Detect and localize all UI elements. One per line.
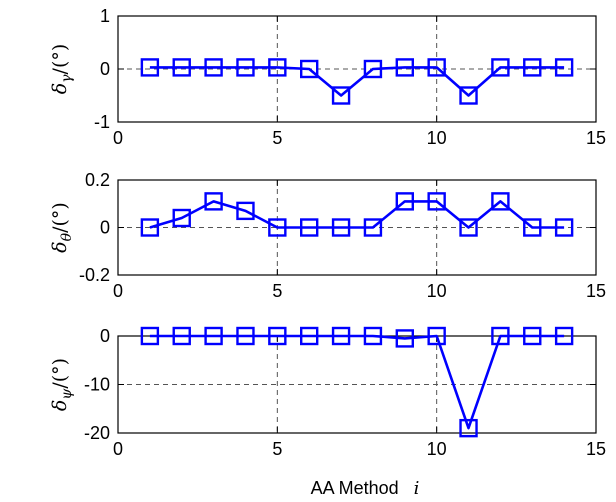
data-point-marker [363,218,383,237]
data-point-marker [268,326,287,346]
data-point-marker [300,218,319,237]
data-point-marker [331,86,351,105]
data-point-marker [491,326,510,346]
x-tick-label: 10 [427,281,447,301]
series-line [149,334,565,430]
x-tick-label: 15 [586,128,606,148]
data-point-marker [268,218,287,237]
data-point-marker [172,326,191,346]
data-point-marker [395,192,414,211]
data-point-marker [427,326,446,346]
data-point-marker [523,58,542,77]
y-axis-label-unit: /(°) [49,44,71,75]
y-tick-label: 0.2 [85,170,110,190]
x-axis-label-text: AA Method [311,478,399,498]
y-axis-label-subscript: γ [59,74,75,83]
data-point-marker [554,326,574,346]
data-point-marker [491,192,510,211]
y-axis-label-subscript: ψ [59,388,75,400]
data-point-marker [172,208,191,228]
y-axis-label-symbol: δ [49,400,71,411]
series-line [149,200,565,229]
y-axis-label-unit: /(°) [49,358,71,389]
data-point-marker [331,218,351,237]
data-point-marker [204,192,223,211]
data-point-marker [523,218,542,237]
x-axis-label: AA Method i [311,478,420,499]
data-point-marker [300,59,319,79]
y-axis-label-symbol: δ [49,241,71,252]
y-tick-label: -10 [84,375,110,395]
data-point-marker [236,58,255,77]
series-line [149,66,565,97]
subplot-3: 0 5 10 15 -20 -10 0 δψ/(°) [49,326,606,459]
y-tick-label: -0.2 [79,265,110,285]
y-axis-label: δθ/(°) [49,202,75,253]
subplot-2: 0 5 10 15-0.200.2δθ/(°) [49,170,606,301]
data-point-marker [268,58,287,77]
y-axis-label-subscript: θ [59,232,75,241]
data-point-marker [523,326,542,346]
y-axis-label: δγ/(°) [49,44,75,95]
x-tick-label: 15 [586,281,606,301]
data-point-marker [300,326,319,346]
data-point-marker [204,58,223,77]
data-point-marker [140,58,160,77]
data-point-marker [140,218,160,237]
y-axis-label: δψ/(°) [49,358,75,411]
data-point-marker [554,58,574,77]
x-axis-label-variable: i [414,478,420,499]
x-tick-label: 5 [272,281,282,301]
data-point-marker [459,218,478,237]
x-tick-label: 0 [113,439,123,459]
data-point-marker [204,326,223,346]
x-tick-label: 10 [427,439,447,459]
data-point-marker [236,326,255,346]
data-point-marker [363,59,383,79]
y-tick-label: 1 [100,6,110,26]
data-point-marker [140,326,160,346]
data-point-marker [491,58,510,77]
data-point-marker [427,58,446,77]
data-point-marker [459,418,478,438]
x-tick-label: 5 [272,439,282,459]
data-point-marker [395,329,414,348]
y-tick-label: -20 [84,423,110,443]
x-tick-label: 0 [113,281,123,301]
data-point-marker [554,218,574,237]
data-point-marker [427,192,446,211]
data-point-marker [363,326,383,346]
y-tick-label: 0 [100,326,110,346]
data-point-marker [236,201,255,221]
y-tick-label: 0 [100,218,110,238]
x-tick-label: 10 [427,128,447,148]
data-point-marker [172,58,191,77]
y-axis-label-unit: /(°) [49,202,71,233]
x-tick-label: 15 [586,439,606,459]
data-point-marker [331,326,351,346]
x-tick-label: 5 [272,128,282,148]
data-point-marker [459,86,478,105]
data-point-marker [395,58,414,77]
y-tick-label: -1 [94,112,110,132]
x-tick-label: 0 [113,128,123,148]
y-tick-label: 0 [100,59,110,79]
y-axis-label-symbol: δ [49,83,71,94]
